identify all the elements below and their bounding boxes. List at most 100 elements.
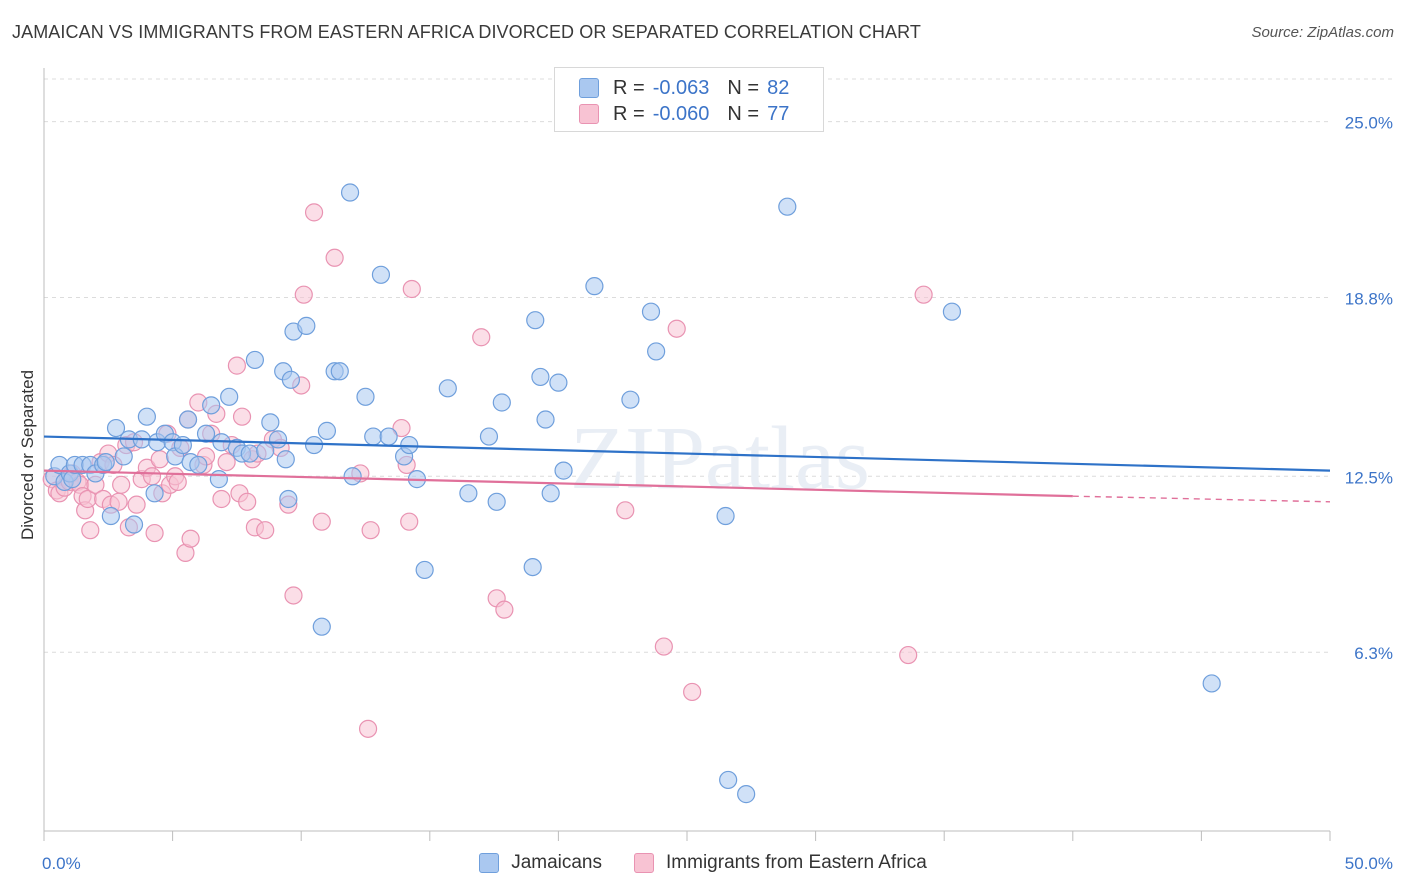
jamaicans-point[interactable]: [209, 470, 228, 489]
jamaicans-point[interactable]: [220, 387, 239, 406]
jamaicans-point[interactable]: [415, 560, 434, 580]
eastern-africa-point[interactable]: [361, 521, 380, 540]
jamaicans-point[interactable]: [942, 302, 962, 321]
jamaicans-point[interactable]: [479, 427, 499, 446]
jamaicans-point[interactable]: [101, 506, 120, 526]
jamaicans-point[interactable]: [96, 452, 115, 472]
jamaicans-point[interactable]: [279, 489, 298, 509]
eastern-africa-point[interactable]: [284, 586, 303, 605]
jamaicans-point[interactable]: [261, 413, 280, 432]
legend-item-eastern-africa[interactable]: Immigrants from Eastern Africa: [634, 852, 927, 874]
eastern-africa-point[interactable]: [654, 637, 673, 656]
eastern-africa-point[interactable]: [358, 719, 378, 738]
jamaicans-point[interactable]: [202, 396, 221, 415]
jamaicans-point[interactable]: [526, 311, 545, 330]
jamaicans-point[interactable]: [245, 350, 265, 370]
jamaicans-point[interactable]: [737, 785, 756, 804]
eastern-africa-point[interactable]: [217, 452, 236, 472]
eastern-africa-point[interactable]: [238, 492, 257, 511]
jamaicans-point[interactable]: [281, 370, 301, 389]
jamaicans-trend-line: [43, 435, 1331, 472]
eastern-africa-point[interactable]: [495, 600, 514, 619]
eastern-africa-point[interactable]: [256, 521, 275, 540]
eastern-africa-point[interactable]: [168, 472, 187, 492]
eastern-africa-point[interactable]: [392, 418, 411, 438]
correlation-legend: R = -0.063 N = 82 R = -0.060 N = 77: [554, 67, 824, 132]
eastern-africa-point[interactable]: [150, 450, 169, 469]
jamaicans-point[interactable]: [371, 265, 391, 284]
y-tick-label: 12.5%: [1345, 468, 1393, 487]
jamaicans-point[interactable]: [124, 515, 144, 534]
jamaicans-point[interactable]: [716, 506, 735, 526]
jamaicans-point[interactable]: [541, 484, 560, 503]
legend-row-jamaicans: R = -0.063 N = 82: [579, 76, 807, 100]
jamaicans-point[interactable]: [523, 557, 542, 577]
jamaicans-point[interactable]: [554, 461, 573, 480]
eastern-africa-point[interactable]: [112, 475, 131, 494]
eastern-africa-point[interactable]: [145, 523, 164, 543]
eastern-africa-point[interactable]: [81, 521, 100, 540]
eastern-africa-point[interactable]: [142, 467, 162, 486]
eastern-africa-point[interactable]: [232, 407, 252, 426]
jamaicans-point[interactable]: [778, 197, 797, 216]
jamaicans-point[interactable]: [492, 393, 511, 412]
jamaicans-point[interactable]: [621, 390, 640, 409]
eastern-africa-point[interactable]: [304, 203, 324, 222]
y-axis-label: Divorced or Separated: [18, 369, 37, 541]
eastern-africa-point[interactable]: [227, 356, 246, 375]
jamaicans-point[interactable]: [268, 430, 288, 449]
jamaicans-point[interactable]: [459, 484, 478, 503]
eastern-africa-point[interactable]: [325, 248, 344, 267]
eastern-africa-point[interactable]: [683, 682, 702, 702]
n-value: 82: [767, 76, 790, 99]
y-tick-label: 6.3%: [1354, 644, 1393, 663]
jamaicans-point[interactable]: [356, 387, 375, 406]
x-tick-label: 0.0%: [42, 854, 81, 873]
eastern-africa-point[interactable]: [899, 645, 918, 665]
r-label: R =: [613, 76, 645, 99]
jamaicans-point[interactable]: [438, 379, 457, 398]
jamaicans-point[interactable]: [487, 492, 506, 511]
jamaicans-point[interactable]: [312, 617, 331, 636]
jamaicans-point[interactable]: [240, 444, 259, 463]
jamaicans-point[interactable]: [549, 373, 568, 392]
eastern-africa-point[interactable]: [181, 529, 200, 548]
jamaicans-point[interactable]: [196, 424, 216, 443]
legend-item-jamaicans[interactable]: Jamaicans: [479, 852, 602, 874]
eastern-africa-point[interactable]: [294, 285, 313, 304]
eastern-africa-point[interactable]: [400, 512, 419, 531]
eastern-africa-point[interactable]: [667, 319, 686, 338]
jamaicans-point[interactable]: [364, 427, 383, 446]
jamaicans-point[interactable]: [536, 410, 555, 429]
eastern-africa-trend-extension: [1072, 495, 1331, 503]
eastern-africa-point[interactable]: [616, 501, 635, 520]
jamaicans-point[interactable]: [719, 770, 738, 790]
jamaicans-point[interactable]: [1202, 674, 1221, 693]
jamaicans-point[interactable]: [531, 367, 550, 387]
r-value: -0.063: [652, 76, 710, 99]
jamaicans-point[interactable]: [189, 455, 208, 475]
jamaicans-point[interactable]: [145, 484, 164, 503]
eastern-africa-point[interactable]: [312, 512, 331, 531]
jamaicans-point[interactable]: [379, 427, 398, 446]
jamaicans-point[interactable]: [304, 435, 324, 455]
jamaicans-point[interactable]: [641, 302, 661, 321]
jamaicans-point[interactable]: [340, 183, 360, 202]
jamaicans-point[interactable]: [114, 447, 133, 466]
jamaicans-point[interactable]: [585, 277, 604, 296]
eastern-africa-point[interactable]: [127, 495, 146, 514]
eastern-africa-point[interactable]: [914, 285, 933, 304]
jamaicans-point[interactable]: [647, 342, 666, 361]
eastern-africa-point[interactable]: [472, 328, 491, 347]
jamaicans-point[interactable]: [137, 407, 156, 426]
jamaicans-point[interactable]: [106, 418, 126, 438]
jamaicans-point[interactable]: [178, 410, 198, 429]
jamaicans-point[interactable]: [276, 450, 295, 469]
eastern-africa-point[interactable]: [402, 279, 421, 299]
jamaicans-point[interactable]: [330, 362, 349, 381]
eastern-africa-point[interactable]: [212, 489, 231, 509]
jamaicans-point[interactable]: [297, 316, 316, 335]
jamaicans-point[interactable]: [343, 467, 362, 486]
jamaicans-point[interactable]: [317, 421, 337, 440]
blue-swatch: [479, 853, 500, 873]
